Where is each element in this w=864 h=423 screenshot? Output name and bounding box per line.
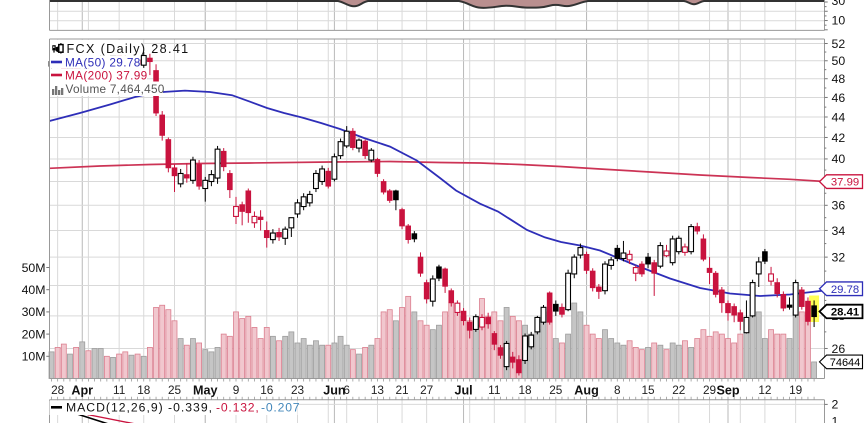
svg-text:Jun: Jun bbox=[323, 383, 345, 397]
svg-text:29.78: 29.78 bbox=[831, 284, 859, 296]
svg-text:27: 27 bbox=[420, 383, 433, 397]
svg-text:23: 23 bbox=[291, 383, 305, 397]
svg-text:29: 29 bbox=[703, 383, 716, 397]
svg-text:22: 22 bbox=[672, 383, 685, 397]
svg-text:-0.132,: -0.132, bbox=[216, 401, 260, 415]
svg-text:8: 8 bbox=[614, 383, 621, 397]
svg-text:40M: 40M bbox=[22, 283, 46, 297]
svg-text:19: 19 bbox=[789, 383, 802, 397]
svg-text:36: 36 bbox=[832, 199, 846, 213]
svg-text:18: 18 bbox=[137, 383, 151, 397]
svg-text:32: 32 bbox=[832, 250, 846, 264]
svg-text:34: 34 bbox=[832, 224, 846, 238]
svg-text:Aug: Aug bbox=[574, 383, 598, 397]
svg-text:25: 25 bbox=[549, 383, 563, 397]
svg-text:40: 40 bbox=[832, 152, 846, 166]
svg-text:20M: 20M bbox=[22, 327, 46, 341]
svg-text:11: 11 bbox=[113, 383, 125, 397]
svg-text:21: 21 bbox=[395, 383, 408, 397]
svg-text:11: 11 bbox=[488, 383, 500, 397]
svg-text:MA(200) 37.99: MA(200) 37.99 bbox=[65, 68, 148, 82]
svg-text:9: 9 bbox=[233, 383, 240, 397]
svg-text:28: 28 bbox=[51, 383, 65, 397]
svg-text:-0.207: -0.207 bbox=[261, 401, 300, 415]
svg-text:50: 50 bbox=[832, 54, 846, 68]
svg-text:MACD(12,26,9) -0.339,: MACD(12,26,9) -0.339, bbox=[66, 401, 213, 415]
svg-text:10: 10 bbox=[832, 14, 846, 28]
svg-text:May: May bbox=[193, 383, 218, 397]
svg-text:42: 42 bbox=[832, 131, 846, 145]
svg-text:1: 1 bbox=[832, 414, 839, 423]
svg-text:13: 13 bbox=[371, 383, 385, 397]
svg-text:26: 26 bbox=[832, 342, 846, 356]
svg-text:Sep: Sep bbox=[716, 383, 739, 397]
svg-text:48: 48 bbox=[832, 72, 846, 86]
svg-text:50M: 50M bbox=[22, 261, 46, 275]
svg-text:10M: 10M bbox=[22, 350, 46, 364]
svg-text:30M: 30M bbox=[22, 305, 46, 319]
svg-text:MA(50) 29.78: MA(50) 29.78 bbox=[65, 55, 141, 69]
svg-text:18: 18 bbox=[518, 383, 532, 397]
svg-text:16: 16 bbox=[260, 383, 274, 397]
svg-text:FCX (Daily) 28.41: FCX (Daily) 28.41 bbox=[67, 42, 190, 56]
svg-text:Volume 7,464,450: Volume 7,464,450 bbox=[66, 82, 165, 96]
svg-text:28.41: 28.41 bbox=[831, 306, 859, 318]
svg-text:Apr: Apr bbox=[71, 383, 93, 397]
svg-text:2: 2 bbox=[832, 398, 839, 412]
svg-text:74644: 74644 bbox=[830, 357, 861, 369]
svg-text:Jul: Jul bbox=[454, 383, 472, 397]
svg-text:44: 44 bbox=[832, 110, 846, 124]
svg-text:52: 52 bbox=[832, 37, 846, 51]
svg-text:15: 15 bbox=[641, 383, 655, 397]
svg-text:25: 25 bbox=[168, 383, 182, 397]
svg-text:12: 12 bbox=[758, 383, 771, 397]
svg-text:37.99: 37.99 bbox=[831, 177, 859, 189]
svg-text:46: 46 bbox=[832, 91, 846, 105]
svg-text:6: 6 bbox=[343, 383, 350, 397]
svg-text:30: 30 bbox=[832, 0, 846, 8]
